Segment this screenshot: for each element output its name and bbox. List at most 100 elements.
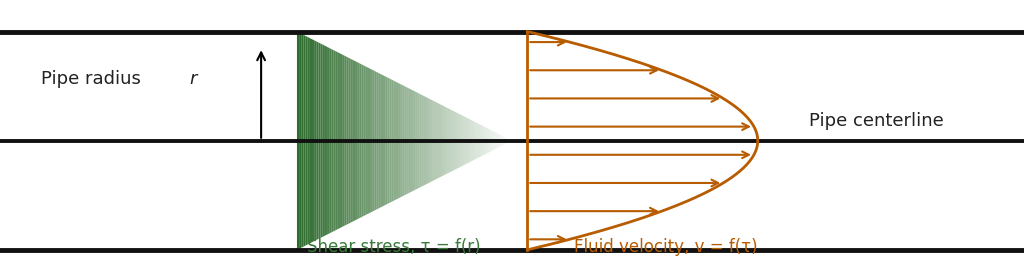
- Polygon shape: [348, 141, 350, 224]
- Polygon shape: [357, 62, 359, 141]
- Polygon shape: [495, 132, 497, 141]
- Polygon shape: [493, 131, 495, 141]
- Polygon shape: [473, 141, 475, 160]
- Polygon shape: [332, 49, 334, 141]
- Polygon shape: [357, 141, 359, 219]
- Polygon shape: [450, 141, 452, 172]
- Polygon shape: [441, 105, 443, 141]
- Polygon shape: [413, 141, 416, 191]
- Polygon shape: [314, 141, 316, 241]
- Polygon shape: [350, 141, 353, 222]
- Polygon shape: [373, 70, 375, 141]
- Polygon shape: [447, 141, 450, 174]
- Polygon shape: [383, 141, 385, 206]
- Polygon shape: [391, 141, 393, 202]
- Polygon shape: [379, 73, 381, 141]
- Polygon shape: [359, 141, 361, 218]
- Polygon shape: [396, 141, 398, 200]
- Polygon shape: [459, 141, 461, 168]
- Text: r: r: [189, 70, 197, 88]
- Polygon shape: [443, 106, 445, 141]
- Polygon shape: [299, 141, 301, 249]
- Polygon shape: [398, 83, 400, 141]
- Polygon shape: [316, 141, 318, 240]
- Polygon shape: [314, 40, 316, 141]
- Polygon shape: [413, 90, 416, 141]
- Polygon shape: [312, 39, 314, 141]
- Polygon shape: [301, 141, 303, 248]
- Polygon shape: [428, 141, 430, 183]
- Polygon shape: [424, 141, 426, 185]
- Polygon shape: [318, 42, 321, 141]
- Polygon shape: [338, 52, 340, 141]
- Polygon shape: [346, 57, 348, 141]
- Polygon shape: [426, 141, 428, 184]
- Polygon shape: [379, 141, 381, 208]
- Polygon shape: [361, 141, 364, 217]
- Polygon shape: [336, 141, 338, 230]
- Polygon shape: [330, 141, 332, 234]
- Polygon shape: [502, 135, 504, 141]
- Polygon shape: [359, 63, 361, 141]
- Polygon shape: [447, 108, 450, 141]
- Polygon shape: [452, 110, 454, 141]
- Polygon shape: [497, 141, 499, 148]
- Polygon shape: [495, 141, 497, 149]
- Polygon shape: [338, 141, 340, 229]
- Polygon shape: [312, 141, 314, 242]
- Polygon shape: [424, 96, 426, 141]
- Polygon shape: [400, 141, 402, 198]
- Polygon shape: [459, 113, 461, 141]
- Polygon shape: [301, 34, 303, 141]
- Polygon shape: [430, 141, 432, 182]
- Polygon shape: [409, 88, 411, 141]
- Polygon shape: [411, 141, 413, 192]
- Polygon shape: [310, 38, 312, 141]
- Polygon shape: [484, 127, 486, 141]
- Polygon shape: [409, 141, 411, 193]
- Polygon shape: [321, 141, 323, 238]
- Polygon shape: [469, 119, 471, 141]
- Polygon shape: [307, 37, 310, 141]
- Polygon shape: [303, 141, 305, 247]
- Polygon shape: [471, 120, 473, 141]
- Polygon shape: [411, 89, 413, 141]
- Polygon shape: [428, 98, 430, 141]
- Polygon shape: [471, 141, 473, 161]
- Polygon shape: [325, 46, 327, 141]
- Polygon shape: [475, 122, 477, 141]
- Polygon shape: [368, 68, 370, 141]
- Polygon shape: [344, 141, 346, 226]
- Polygon shape: [373, 141, 375, 212]
- Polygon shape: [297, 32, 299, 141]
- Polygon shape: [336, 51, 338, 141]
- Polygon shape: [445, 141, 447, 175]
- Polygon shape: [299, 33, 301, 141]
- Polygon shape: [499, 141, 502, 147]
- Polygon shape: [370, 69, 373, 141]
- Polygon shape: [346, 141, 348, 225]
- Polygon shape: [355, 141, 357, 220]
- Polygon shape: [330, 48, 332, 141]
- Polygon shape: [418, 93, 420, 141]
- Polygon shape: [310, 141, 312, 243]
- Polygon shape: [385, 141, 387, 205]
- Polygon shape: [422, 95, 424, 141]
- Polygon shape: [389, 78, 391, 141]
- Polygon shape: [375, 71, 377, 141]
- Polygon shape: [348, 58, 350, 141]
- Polygon shape: [434, 102, 436, 141]
- Polygon shape: [366, 141, 368, 215]
- Polygon shape: [368, 141, 370, 214]
- Polygon shape: [375, 141, 377, 211]
- Polygon shape: [327, 47, 330, 141]
- Polygon shape: [389, 141, 391, 203]
- Polygon shape: [465, 141, 467, 165]
- Polygon shape: [404, 86, 407, 141]
- Polygon shape: [426, 97, 428, 141]
- Polygon shape: [416, 141, 418, 190]
- Polygon shape: [482, 141, 484, 156]
- Polygon shape: [340, 141, 342, 228]
- Polygon shape: [445, 107, 447, 141]
- Polygon shape: [325, 141, 327, 236]
